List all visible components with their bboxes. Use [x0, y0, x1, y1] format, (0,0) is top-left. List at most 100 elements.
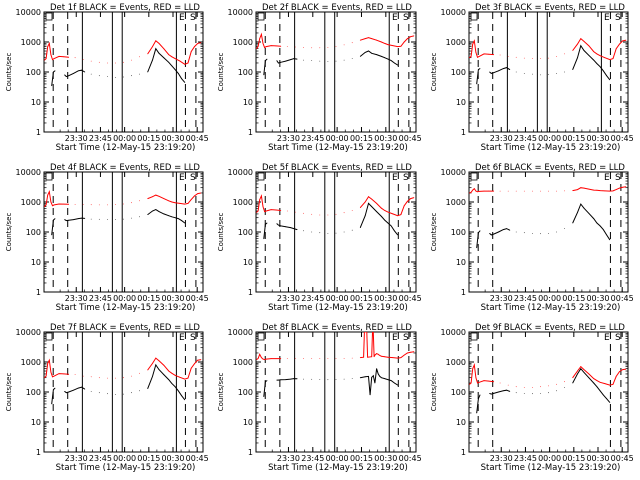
- data-point-events: [381, 216, 382, 217]
- data-point-events: [177, 390, 179, 392]
- data-point-events: [168, 379, 170, 380]
- data-point-events: [548, 233, 549, 234]
- data-point-events: [266, 380, 268, 381]
- y-tick-label: 100: [26, 388, 41, 397]
- x-tick-label: 23:30: [277, 294, 300, 303]
- data-point-lld: [98, 61, 100, 63]
- data-point-events: [65, 76, 67, 77]
- data-point-lld: [184, 63, 186, 65]
- data-point-lld: [593, 189, 595, 191]
- data-point-events: [476, 412, 478, 414]
- data-point-events: [479, 394, 481, 396]
- data-point-events: [115, 394, 116, 395]
- x-tick-label: 00:45: [399, 294, 422, 303]
- data-point-lld: [469, 57, 470, 59]
- data-point-lld: [384, 43, 386, 44]
- data-point-lld: [400, 357, 402, 358]
- panel-title: Det 3f BLACK = Events, RED = LLD: [475, 3, 625, 13]
- data-point-lld: [499, 190, 501, 192]
- data-point-events: [588, 54, 590, 56]
- data-point-events: [123, 393, 124, 395]
- data-point-lld: [548, 190, 549, 192]
- data-point-lld: [413, 351, 415, 353]
- data-point-lld: [410, 351, 411, 353]
- x-tick-label: 00:30: [374, 454, 397, 463]
- data-point-events: [276, 60, 278, 61]
- data-point-lld: [319, 214, 321, 216]
- data-point-lld: [197, 193, 199, 195]
- data-point-lld: [387, 44, 389, 45]
- y-tick-label: 10000: [228, 168, 253, 177]
- data-point-events: [394, 382, 395, 384]
- data-point-lld: [397, 357, 399, 359]
- data-point-events: [379, 376, 381, 377]
- x-tick-label: 23:45: [301, 454, 324, 463]
- data-point-lld: [572, 50, 574, 51]
- data-point-lld: [262, 206, 264, 208]
- data-point-lld: [596, 189, 598, 191]
- data-point-events: [384, 57, 386, 59]
- data-point-events: [515, 71, 517, 73]
- data-point-events: [68, 391, 70, 393]
- data-point-lld: [364, 332, 365, 333]
- data-point-lld: [572, 377, 574, 379]
- data-point-events: [577, 373, 578, 375]
- data-point-lld: [53, 58, 55, 59]
- data-point-events: [54, 218, 56, 220]
- data-point-lld: [379, 355, 381, 356]
- data-point-events: [152, 59, 153, 61]
- data-point-lld: [477, 56, 478, 58]
- data-point-lld: [483, 53, 485, 55]
- data-point-events: [390, 380, 392, 381]
- data-point-events: [263, 74, 265, 76]
- data-point-lld: [392, 213, 394, 215]
- data-point-lld: [475, 377, 477, 379]
- data-point-lld: [45, 58, 47, 59]
- data-point-lld: [275, 358, 277, 359]
- series-line-events: [476, 44, 611, 84]
- data-point-lld: [507, 56, 509, 57]
- data-point-events: [583, 207, 585, 209]
- data-point-lld: [392, 45, 394, 46]
- data-point-events: [588, 212, 590, 214]
- data-point-events: [371, 52, 373, 54]
- data-point-lld: [264, 359, 265, 360]
- y-axis-label: Counts/sec: [217, 213, 225, 252]
- data-point-lld: [90, 60, 92, 62]
- data-point-events: [374, 382, 376, 384]
- data-point-lld: [478, 191, 480, 192]
- data-point-lld: [488, 380, 490, 382]
- data-point-lld: [158, 360, 160, 362]
- data-point-lld: [90, 204, 92, 206]
- data-point-events: [364, 376, 366, 378]
- data-point-events: [540, 393, 541, 394]
- data-point-lld: [475, 52, 477, 53]
- data-point-lld: [619, 43, 620, 45]
- data-point-lld: [48, 43, 50, 44]
- data-point-lld: [381, 355, 382, 357]
- data-point-lld: [50, 201, 52, 203]
- data-point-events: [397, 64, 399, 66]
- data-point-events: [184, 222, 186, 224]
- data-point-lld: [68, 203, 70, 205]
- y-tick-label: 100: [451, 388, 466, 397]
- data-point-lld: [311, 358, 313, 359]
- data-point-lld: [599, 190, 601, 192]
- data-point-events: [479, 68, 481, 69]
- data-point-lld: [259, 38, 261, 39]
- data-point-events: [556, 231, 557, 233]
- data-point-events: [131, 392, 133, 394]
- corner-box-icon: [45, 172, 53, 181]
- data-point-events: [107, 76, 108, 77]
- data-point-events: [359, 377, 361, 379]
- data-point-lld: [261, 357, 262, 358]
- data-point-lld: [622, 40, 624, 42]
- data-point-lld: [583, 369, 585, 370]
- data-point-lld: [564, 381, 565, 383]
- data-point-lld: [470, 382, 472, 384]
- data-point-lld: [619, 371, 620, 372]
- data-point-events: [174, 69, 176, 70]
- data-point-lld: [609, 384, 611, 386]
